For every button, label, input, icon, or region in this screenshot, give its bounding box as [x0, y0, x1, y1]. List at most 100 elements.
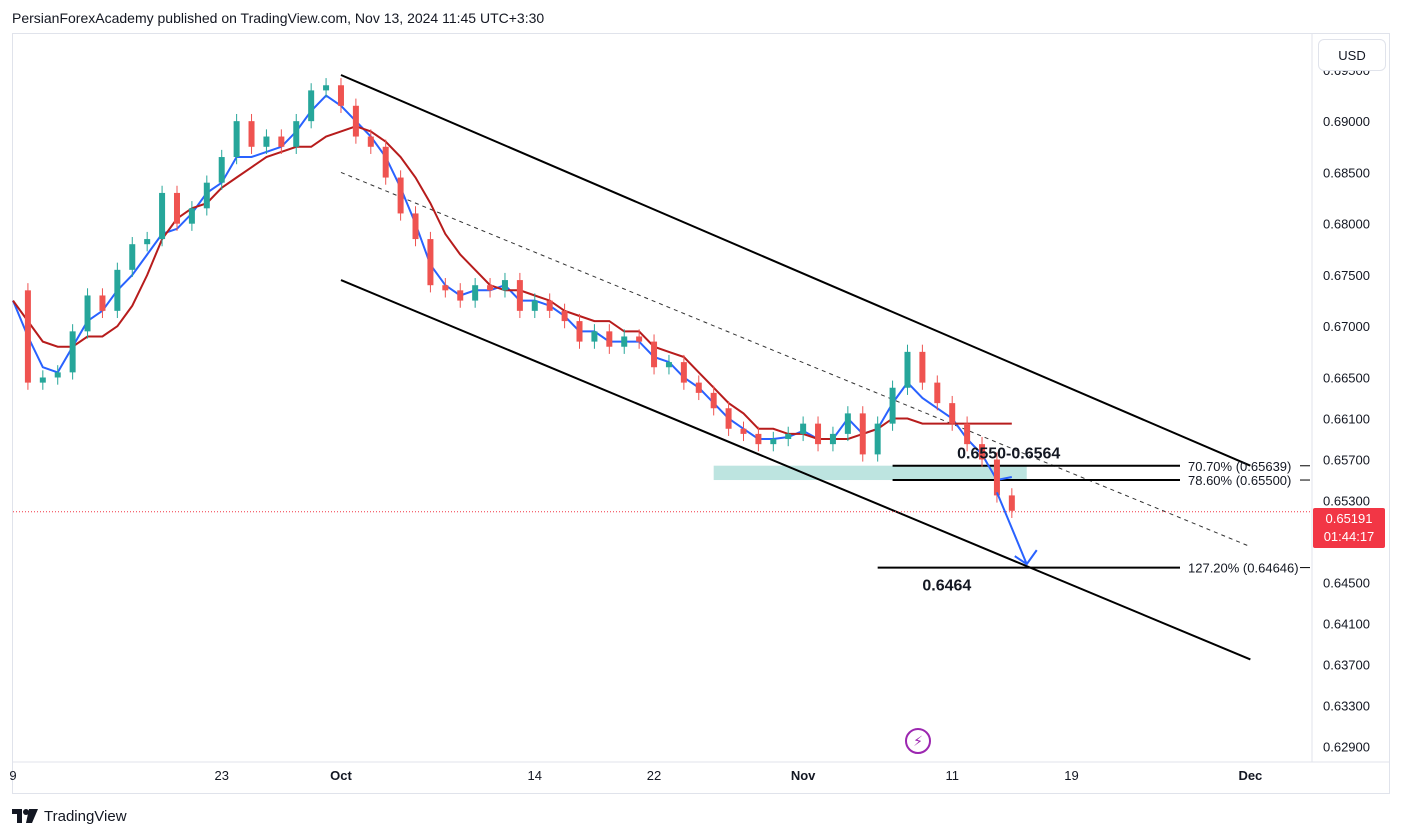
- price-candle-body: [84, 295, 91, 332]
- projection-arrow-head: [1014, 549, 1038, 566]
- target-label: 0.6464: [922, 578, 971, 595]
- price-candle-body: [740, 428, 747, 434]
- indicator-line-2: [12, 125, 1012, 440]
- price-candle-body: [665, 362, 672, 368]
- chart-frame: [12, 33, 1390, 794]
- price-candle-body: [829, 433, 836, 445]
- y-tick-label: 0.68000: [1323, 217, 1370, 232]
- price-candle-body: [323, 85, 330, 91]
- x-tick-label: 23: [214, 768, 228, 783]
- fib-level-label: 127.20% (0.64646): [1188, 561, 1299, 576]
- price-candle-body: [859, 413, 866, 455]
- price-candle-body: [501, 280, 508, 291]
- y-tick-label: 0.62900: [1323, 740, 1370, 755]
- price-candle-body: [964, 423, 971, 445]
- channel-lower-line: [340, 279, 1251, 661]
- price-candle-body: [516, 280, 523, 311]
- price-candle-body: [457, 290, 464, 301]
- price-candle-body: [472, 285, 479, 301]
- price-candle-body: [606, 331, 613, 347]
- price-candle-body: [695, 382, 702, 393]
- price-candle-body: [427, 239, 434, 286]
- price-candle-body: [710, 392, 717, 409]
- price-candle-body: [531, 300, 538, 311]
- price-candle-body: [576, 321, 583, 342]
- y-tick-label: 0.63300: [1323, 699, 1370, 714]
- price-candle-body: [24, 290, 31, 383]
- y-tick-label: 0.64100: [1323, 617, 1370, 632]
- price-candle-body: [844, 413, 851, 434]
- price-candle-body: [337, 85, 344, 106]
- price-candle-body: [949, 403, 956, 424]
- y-tick-label: 0.63700: [1323, 658, 1370, 673]
- price-candle-body: [382, 146, 389, 178]
- y-tick-label: 0.69000: [1323, 114, 1370, 129]
- currency-button[interactable]: USD: [1318, 39, 1386, 71]
- x-tick-label: 9: [9, 768, 16, 783]
- price-candle-body: [278, 136, 285, 147]
- candle-countdown: 01:44:17: [1323, 529, 1375, 544]
- price-candle-body: [934, 382, 941, 404]
- publisher-line: PersianForexAcademy published on Trading…: [12, 10, 545, 26]
- price-candle-body: [159, 192, 166, 240]
- y-tick-label: 0.64500: [1323, 576, 1370, 591]
- price-candle-body: [54, 372, 61, 378]
- fib-zone: [713, 465, 1027, 481]
- price-candle-body: [815, 423, 822, 445]
- flash-icon[interactable]: ⚡: [905, 728, 931, 754]
- x-tick-label: 22: [647, 768, 661, 783]
- x-tick-label: 14: [528, 768, 542, 783]
- price-candle-body: [725, 408, 732, 429]
- price-candle-body: [397, 177, 404, 214]
- price-candle-body: [293, 121, 300, 147]
- price-candle-body: [800, 423, 807, 434]
- y-tick-label: 0.65700: [1323, 453, 1370, 468]
- x-tick-label: Nov: [791, 768, 816, 783]
- price-candle-body: [412, 213, 419, 240]
- logo-text: TradingView: [44, 807, 127, 825]
- price-candle-body: [69, 331, 76, 373]
- price-candle-body: [770, 439, 777, 445]
- x-tick-label: Oct: [330, 768, 352, 783]
- price-candle-body: [248, 121, 255, 147]
- channel-mid-dashed-line: [340, 171, 1251, 548]
- price-candle-body: [114, 269, 121, 311]
- y-tick-label: 0.66100: [1323, 412, 1370, 427]
- price-candle-body: [99, 295, 106, 311]
- current-price-value: 0.65191: [1325, 511, 1373, 526]
- price-candle-body: [218, 157, 225, 183]
- x-tick-label: Dec: [1238, 768, 1262, 783]
- price-candle-body: [188, 208, 195, 224]
- price-candle-body: [979, 444, 986, 460]
- x-tick-label: 19: [1064, 768, 1078, 783]
- price-candle-body: [442, 285, 449, 291]
- price-candle-body: [755, 433, 762, 445]
- price-candle-body: [546, 300, 553, 311]
- tradingview-logo[interactable]: TradingView: [12, 805, 127, 827]
- projection-arrow-line: [996, 491, 1028, 565]
- current-price-tag: 0.65191 01:44:17: [1313, 508, 1385, 548]
- y-tick-label: 0.65300: [1323, 494, 1370, 509]
- y-tick-label: 0.67000: [1323, 319, 1370, 334]
- y-tick-label: 0.67500: [1323, 268, 1370, 283]
- price-candle-body: [129, 244, 136, 270]
- price-candle-body: [487, 285, 494, 291]
- fib-level-label: 78.60% (0.65500): [1188, 473, 1291, 488]
- price-candle-body: [889, 387, 896, 424]
- price-candle-body: [651, 341, 658, 368]
- price-candle-body: [680, 362, 687, 383]
- zone-label: 0.6550-0.6564: [957, 446, 1060, 463]
- price-candle-body: [367, 136, 374, 147]
- price-candle-body: [263, 136, 270, 147]
- price-candle-body: [1008, 495, 1015, 511]
- x-tick-label: 11: [945, 768, 959, 783]
- price-candle-body: [352, 105, 359, 137]
- price-candle-body: [993, 459, 1000, 496]
- price-candle-body: [591, 331, 598, 342]
- price-candle-body: [203, 182, 210, 209]
- tradingview-logo-icon: [12, 809, 38, 823]
- y-tick-label: 0.66500: [1323, 370, 1370, 385]
- price-candle-body: [919, 351, 926, 383]
- price-candle-body: [785, 433, 792, 440]
